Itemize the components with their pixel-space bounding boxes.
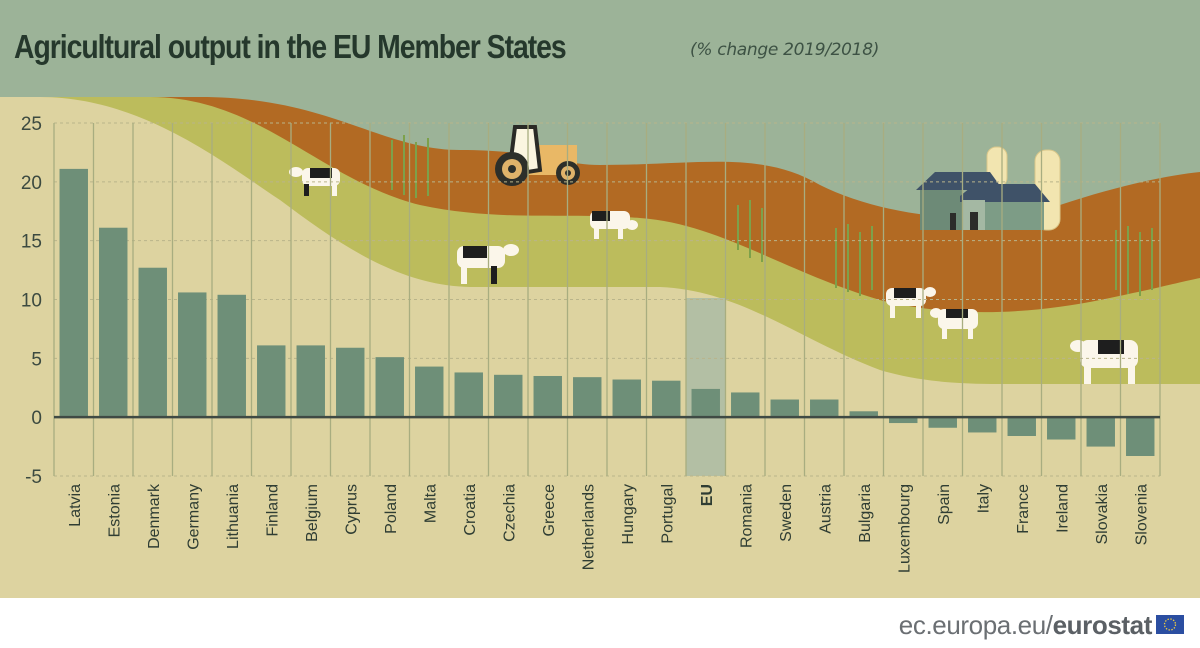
x-tick-label: Slovenia [1133,484,1150,545]
link-brand: eurostat [1052,610,1153,640]
eu-flag-icon [1156,615,1184,634]
x-tick-label: Spain [936,484,953,525]
x-tick-label: Netherlands [580,484,597,570]
bar-portugal [652,380,681,418]
cow-icon [886,287,936,318]
x-tick-label: Lithuania [225,484,242,549]
bar-hungary [612,379,641,418]
bar-italy [968,417,997,433]
x-tick-label: Sweden [778,484,795,542]
bar-denmark [138,267,167,418]
bar-belgium [296,345,325,418]
y-tick-label: 15 [21,232,42,253]
x-tick-label: Estonia [106,484,123,537]
x-tick-label: EU [699,484,716,506]
bar-sweden [770,399,799,418]
x-tick-label: Poland [383,484,400,534]
bar-latvia [59,168,88,418]
x-tick-label: Portugal [659,484,676,544]
bar-greece [533,375,562,418]
y-tick-label: 5 [31,349,42,370]
bar-netherlands [573,377,602,418]
x-tick-label: Czechia [501,484,518,542]
x-tick-label: Hungary [620,484,637,544]
x-tick-label: Latvia [67,484,84,527]
footer: ec.europa.eu/eurostat [0,598,1200,648]
corn-icon [391,135,1153,296]
bar-czechia [494,374,523,418]
x-tick-label: Denmark [146,483,163,549]
x-tick-label: Finland [264,484,281,536]
cow-icon [930,308,978,339]
bar-ireland [1047,417,1076,440]
bar-layer [54,168,1160,456]
bar-slovenia [1126,417,1155,456]
x-tick-label: Cyprus [343,484,360,535]
chart-panel-background [0,97,1200,598]
y-tick-label: -5 [25,467,42,488]
bar-france [1007,417,1036,436]
cow-icon [1070,340,1138,384]
title-row: Agricultural output in the EU Member Sta… [14,28,655,66]
bar-austria [810,399,839,418]
bar-slovakia [1086,417,1115,447]
eu-highlight-column [686,298,726,476]
infographic-panel: -5 0 5 10 15 20 25 Latvia Estonia Denmark Germany… [0,0,1200,598]
chart-subtitle: (% change 2019/2018) [690,40,880,60]
bar-luxembourg [889,417,918,424]
x-tick-label: Belgium [304,484,321,542]
y-tick-label: 10 [21,291,42,312]
bar-spain [928,417,957,428]
bar-lithuania [217,294,246,418]
cow-icon [590,211,638,239]
link-prefix: ec.europa.eu/ [898,610,1053,640]
y-axis-ticks: -5 0 5 10 15 20 25 [21,114,42,488]
x-tick-label: Bulgaria [857,484,874,543]
chart-title: Agricultural output in the EU Member Sta… [14,28,567,65]
x-tick-label: Croatia [462,484,479,536]
bar-poland [375,357,404,418]
bar-chart: -5 0 5 10 15 20 25 Latvia Estonia Denmark Germany… [21,114,1161,573]
bar-cyprus [336,347,365,418]
y-tick-label: 25 [21,114,42,135]
bar-romania [731,392,760,418]
bar-malta [415,366,444,418]
bar-finland [257,345,286,418]
bar-bulgaria [849,411,878,418]
x-tick-label: Austria [817,484,834,534]
x-tick-label: Slovakia [1094,484,1111,545]
tractor-icon [495,125,580,186]
eurostat-link[interactable]: ec.europa.eu/eurostat [898,610,1153,641]
x-tick-label: Romania [738,484,755,548]
farmhouse-icon [916,172,1050,230]
x-axis-labels: Latvia Estonia Denmark Germany Lithuania Finl… [67,483,1151,573]
x-tick-label: Germany [185,484,202,550]
bar-croatia [454,372,483,418]
x-tick-label: Greece [541,484,558,537]
bar-eu [691,388,720,418]
bar-germany [178,292,207,418]
x-tick-label: Ireland [1054,484,1071,533]
y-tick-label: 20 [21,173,42,194]
x-tick-label: Luxembourg [896,484,913,573]
x-tick-label: France [1015,484,1032,534]
x-tick-label: Malta [422,484,439,523]
x-tick-label: Italy [975,484,992,513]
farm-landscape-illustration [0,97,1200,598]
bar-estonia [99,227,128,418]
eu-stars-icon [1163,618,1177,631]
cow-icon [457,244,519,284]
y-tick-label: 0 [31,408,42,429]
